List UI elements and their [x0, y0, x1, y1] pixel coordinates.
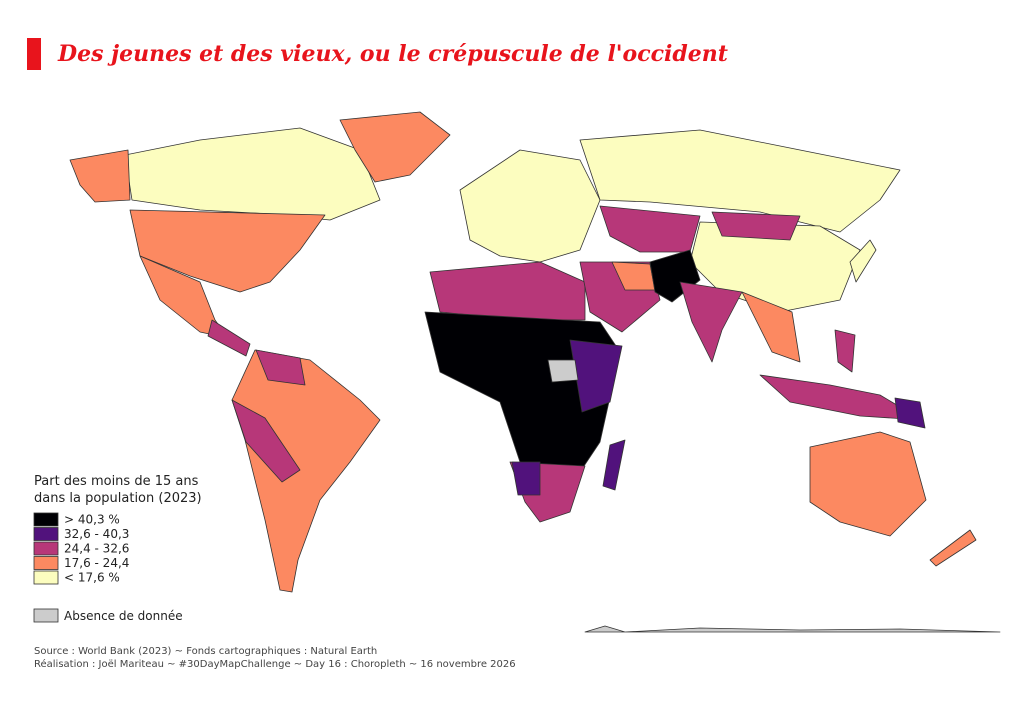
legend-title: Part des moins de 15 ans	[34, 474, 199, 489]
legend-label: 17,6 - 24,4	[64, 556, 129, 570]
legend-swatch	[33, 512, 59, 527]
legend-swatch	[33, 608, 59, 623]
legend-swatch	[33, 556, 59, 570]
world-map	[69, 111, 1001, 633]
legend-swatch	[33, 541, 59, 556]
legend-label: < 17,6 %	[64, 571, 120, 585]
legend-title: dans la population (2023)	[34, 491, 202, 506]
legend-label: Absence de donnée	[64, 609, 183, 623]
legend-swatch	[33, 570, 59, 585]
legend-swatch	[33, 527, 59, 541]
legend: > 40,3 %32,6 - 40,324,4 - 32,617,6 - 24,…	[33, 512, 183, 623]
credits: Réalisation : Joël Mariteau ~ #30DayMapC…	[34, 658, 516, 670]
legend-label: 32,6 - 40,3	[64, 527, 129, 541]
title: Des jeunes et des vieux, ou le crépuscul…	[57, 41, 728, 67]
source: Source : World Bank (2023) ~ Fonds carto…	[34, 646, 377, 657]
title-marker	[27, 38, 41, 70]
legend-label: > 40,3 %	[64, 513, 120, 527]
legend-label: 24,4 - 32,6	[64, 542, 129, 556]
